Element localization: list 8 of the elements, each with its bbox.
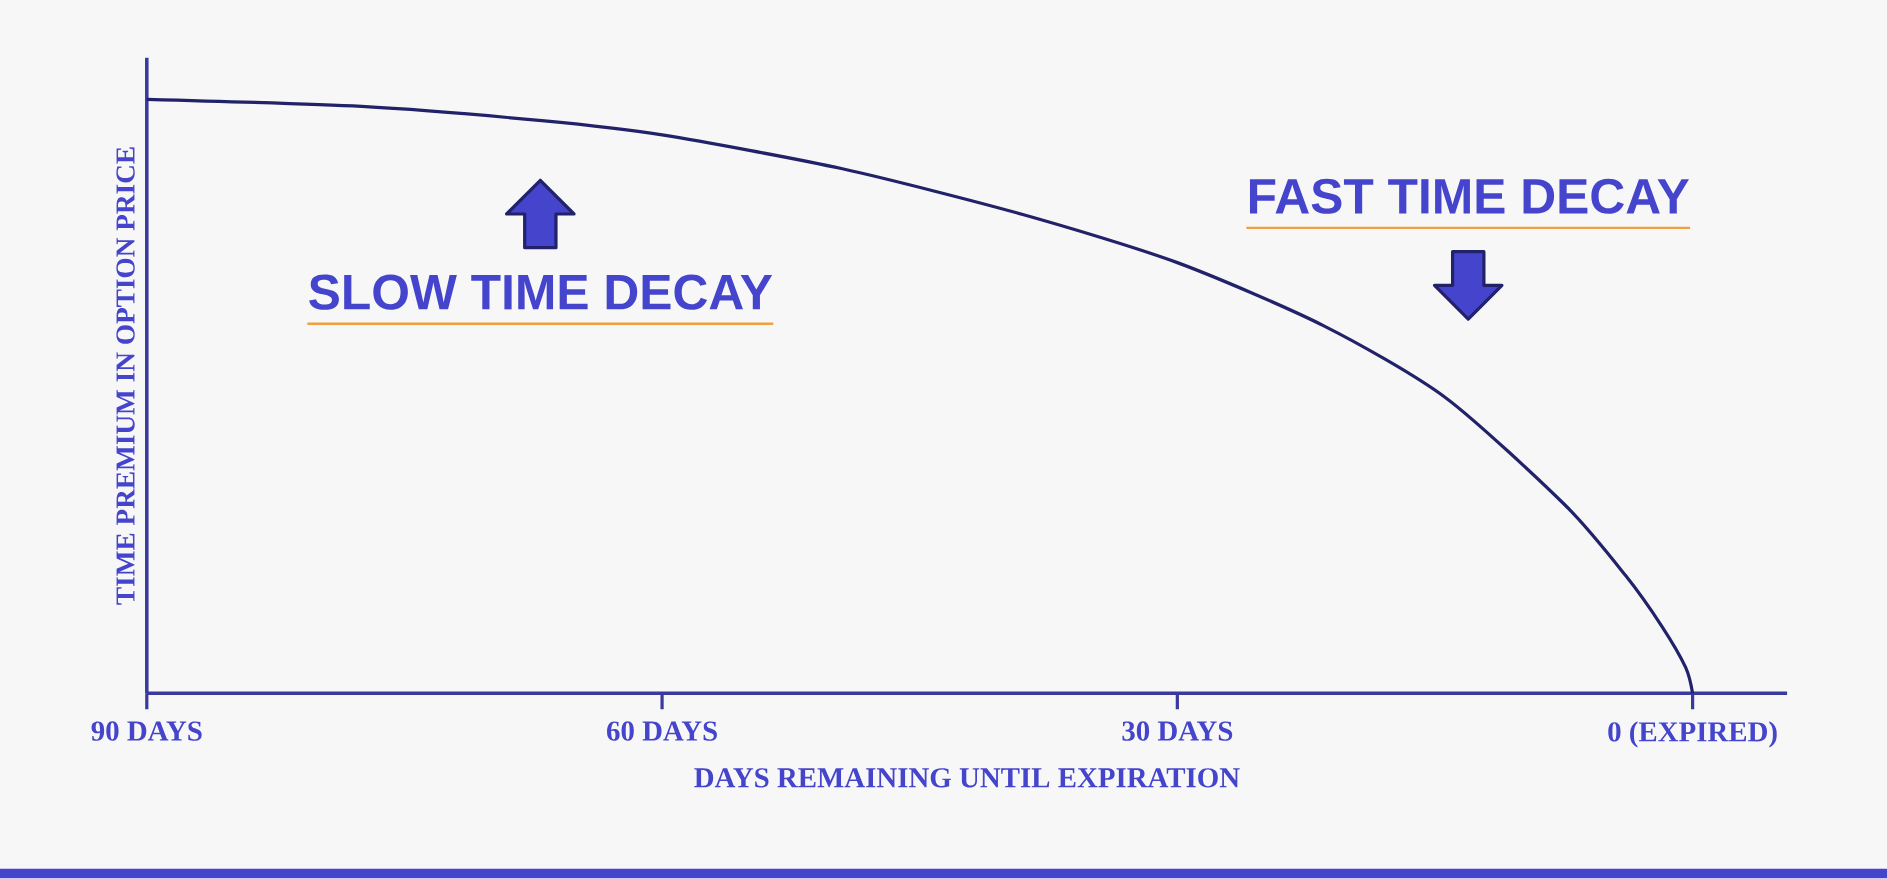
x-tick-label: 60 DAYS: [607, 721, 717, 742]
y-axis-title: TIME PREMIUM IN OPTION PRICE: [116, 147, 135, 605]
x-axis-title: DAYS REMAINING UNTIL EXPIRATION: [694, 768, 1240, 788]
x-tick-label: 0 (EXPIRED): [1608, 721, 1777, 748]
x-tick-label: 90 DAYS: [91, 721, 202, 742]
annotation: FAST TIME DECAY: [1249, 178, 1690, 215]
annotation: SLOW TIME DECAY: [309, 274, 773, 311]
x-tick-label: 30 DAYS: [1122, 721, 1233, 742]
